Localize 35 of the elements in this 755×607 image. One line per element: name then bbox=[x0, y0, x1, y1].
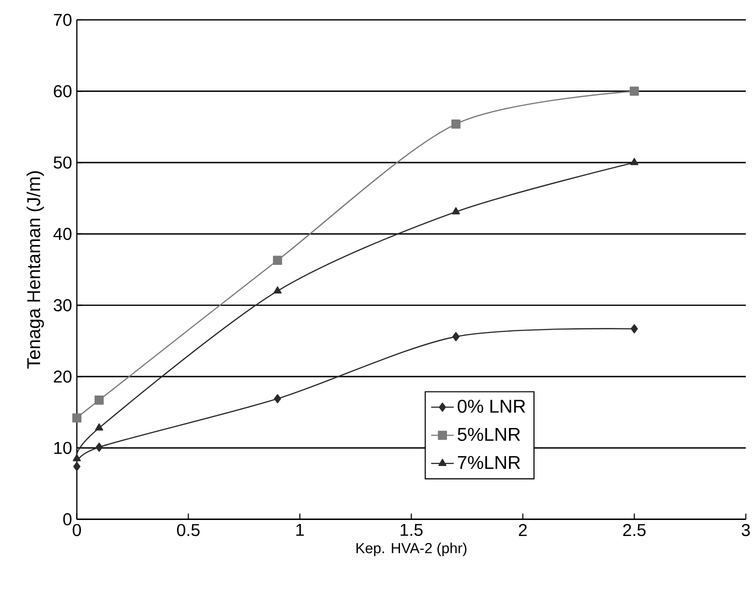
y-tick-label: 50 bbox=[54, 156, 72, 169]
point bbox=[452, 332, 460, 342]
point bbox=[630, 86, 639, 96]
point bbox=[273, 286, 282, 294]
point bbox=[96, 442, 103, 452]
x-tick-label: 3 bbox=[742, 524, 750, 536]
legend-label: 0% LNR bbox=[458, 400, 526, 413]
point bbox=[95, 424, 104, 431]
x-axis-title: Kep. HVA-2 (phr) bbox=[356, 542, 466, 556]
point bbox=[630, 158, 638, 166]
point bbox=[630, 324, 638, 334]
x-tick-label: 1 bbox=[296, 524, 304, 536]
x-tick-label: 0.5 bbox=[177, 524, 200, 536]
legend-label: 7%LNR bbox=[458, 456, 520, 470]
y-tick-label: 60 bbox=[54, 85, 72, 98]
y-tick-label: 30 bbox=[54, 299, 72, 312]
legend-label: 5%LNR bbox=[458, 428, 520, 442]
y-tick-label: 70 bbox=[54, 14, 72, 26]
point bbox=[73, 462, 80, 472]
y-tick-label: 0 bbox=[63, 513, 72, 526]
x-tick-label: 0 bbox=[72, 524, 81, 536]
point bbox=[451, 120, 460, 129]
point bbox=[72, 454, 81, 462]
y-axis-title: Tenaga Hentaman (J/m) bbox=[26, 171, 44, 369]
y-tick-label: 40 bbox=[53, 228, 72, 240]
y-tick-label: 20 bbox=[54, 370, 72, 383]
x-tick-label: 2 bbox=[518, 524, 527, 536]
point bbox=[272, 256, 282, 266]
point bbox=[94, 396, 104, 405]
point bbox=[274, 394, 282, 404]
y-tick-label: 10 bbox=[54, 442, 72, 454]
x-tick-label: 2.5 bbox=[623, 524, 646, 536]
point bbox=[452, 207, 460, 215]
x-tick-label: 1.5 bbox=[400, 524, 423, 536]
point bbox=[72, 414, 82, 423]
